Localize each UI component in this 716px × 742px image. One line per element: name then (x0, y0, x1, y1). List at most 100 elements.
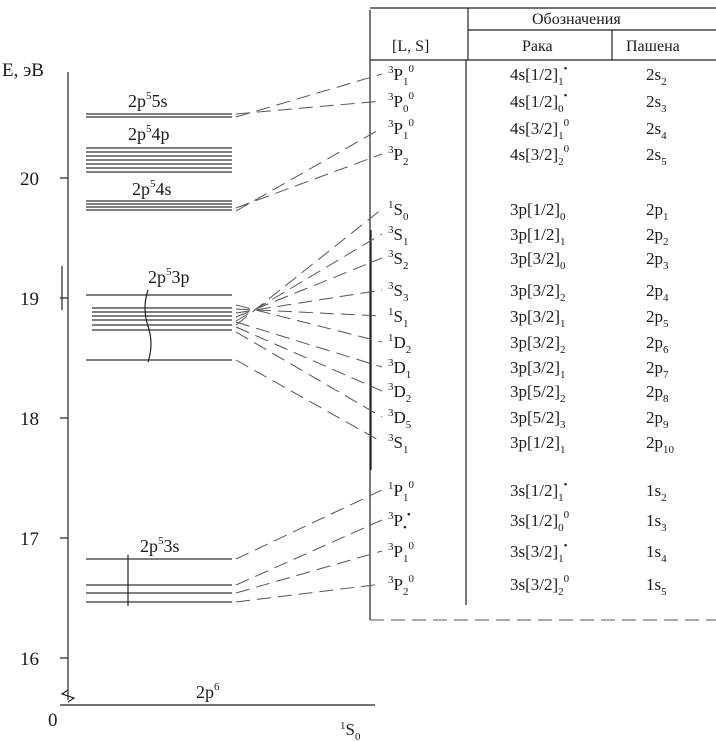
paschen-notation: 2p2 (646, 225, 669, 248)
connector-line (235, 359, 383, 443)
config-4s: 2p54s (132, 178, 172, 199)
racah-notation: 3p[1/2]0 (510, 200, 566, 223)
ls-notation: 3S1 (388, 224, 408, 248)
connector-line (235, 208, 383, 326)
paschen-notation: 2p3 (646, 249, 669, 272)
tick-17: 17 (20, 529, 39, 550)
ls-notation: 3D2 (388, 381, 411, 405)
tick-0: 0 (48, 710, 58, 731)
ls-notation: 3P00 (388, 90, 414, 115)
levels-4s (86, 200, 232, 211)
paschen-notation: 2p9 (646, 408, 669, 431)
racah-notation: 3p[5/2]2 (510, 382, 566, 405)
racah-notation: 3s[1/2]00 (510, 509, 570, 534)
racah-notation: 3s[1/2]1• (510, 479, 568, 504)
connector-lines (235, 73, 383, 603)
column-header-ls: [L, S] (392, 38, 429, 55)
tick-16: 16 (20, 649, 39, 670)
racah-notation: 3p[1/2]1 (510, 225, 566, 248)
racah-notation: 3p[1/2]1 (510, 433, 566, 456)
notation-rows: 3P10 4s[1/2]1• 2s2 3P00 4s[1/2]0• 2s3 3P10 4s[3… (388, 63, 675, 598)
ls-notation: 3P10 (388, 117, 414, 142)
paschen-notation: 2p1 (646, 200, 669, 223)
racah-notation: 3p[3/2]1 (510, 358, 566, 381)
config-3p: 2p53p (148, 266, 190, 287)
levels-5s (86, 113, 232, 118)
configuration-labels: 2p55s 2p54p 2p54s 2p53p 2p53s 2p6 (128, 90, 220, 702)
connector-line (235, 550, 383, 594)
paschen-notation: 2s5 (646, 145, 667, 168)
connector-line (235, 289, 383, 314)
axis-label: E, эВ (2, 60, 44, 81)
connector-line (235, 153, 383, 209)
connector-line (235, 304, 383, 343)
ls-notation: 3S3 (388, 280, 409, 304)
connector-line (235, 233, 383, 322)
tick-19: 19 (20, 289, 39, 310)
tick-18: 18 (20, 409, 39, 430)
paschen-notation: 2s4 (646, 119, 667, 142)
connector-line (235, 489, 383, 560)
connector-line (235, 257, 383, 318)
energy-axis: E, эВ 20 19 18 17 16 0 (2, 60, 375, 731)
connector-line (235, 321, 383, 368)
paschen-notation: 2p7 (646, 358, 669, 381)
config-3s: 2p53s (140, 535, 180, 556)
config-ground: 2p6 (196, 681, 220, 702)
racah-notation: 3p[3/2]1 (510, 307, 566, 330)
ls-notation: 3P10 (388, 63, 414, 88)
levels-3s (86, 555, 232, 606)
racah-notation: 4s[3/2]20 (510, 143, 570, 168)
connector-line (235, 127, 383, 212)
connector-line (235, 100, 383, 115)
paschen-notation: 1s3 (646, 511, 667, 534)
config-4p: 2p54p (128, 123, 170, 144)
ls-notation: 3S2 (388, 248, 408, 272)
racah-notation: 4s[3/2]10 (510, 117, 570, 142)
column-header-racah: Рака (522, 38, 553, 55)
paschen-notation: 2p4 (646, 281, 669, 304)
column-header-paschen: Пашена (626, 38, 680, 55)
tick-20: 20 (20, 169, 39, 190)
ls-notation: 1S0 (388, 199, 409, 223)
paschen-notation: 1s4 (646, 542, 667, 565)
connector-line (235, 73, 383, 118)
paschen-notation: 2s2 (646, 65, 667, 88)
ls-notation: 1P10 (388, 479, 414, 504)
levels-4p (86, 147, 232, 173)
ls-notation: 3D5 (388, 407, 412, 431)
racah-notation: 3p[3/2]0 (510, 249, 566, 272)
ls-notation: 1D2 (388, 332, 411, 356)
racah-notation: 4s[1/2]0• (510, 90, 568, 115)
ls-notation: 1S1 (388, 306, 408, 330)
ls-notation: 3P•• (388, 509, 411, 534)
paschen-notation: 1s5 (646, 575, 667, 598)
levels-3p (86, 289, 232, 363)
racah-notation: 3p[3/2]2 (510, 333, 566, 356)
table-title: Обозначения (532, 11, 621, 28)
connector-line (235, 331, 383, 418)
paschen-notation: 2s3 (646, 92, 667, 115)
paschen-notation: 2p10 (646, 433, 675, 456)
config-5s: 2p55s (128, 90, 168, 111)
racah-notation: 4s[1/2]1• (510, 63, 568, 88)
ls-notation: 3P10 (388, 540, 414, 565)
paschen-notation: 2p8 (646, 382, 669, 405)
connector-line (235, 583, 383, 603)
ls-notation: 3P2 (388, 144, 408, 168)
ls-notation: 3P20 (388, 573, 414, 598)
racah-notation: 3p[5/2]3 (510, 408, 566, 431)
ls-notation: 3D1 (388, 357, 411, 381)
connector-line (235, 326, 383, 392)
paschen-notation: 2p6 (646, 333, 669, 356)
connector-line (235, 308, 383, 317)
racah-notation: 3p[3/2]2 (510, 281, 566, 304)
paschen-notation: 1s2 (646, 481, 667, 504)
racah-notation: 3s[3/2]1• (510, 540, 568, 565)
ground-state-label: 1S0 (340, 720, 361, 742)
paschen-notation: 2p5 (646, 307, 669, 330)
ls-notation: 3S1 (388, 432, 408, 456)
connector-line (235, 519, 383, 586)
racah-notation: 3s[3/2]20 (510, 573, 570, 598)
